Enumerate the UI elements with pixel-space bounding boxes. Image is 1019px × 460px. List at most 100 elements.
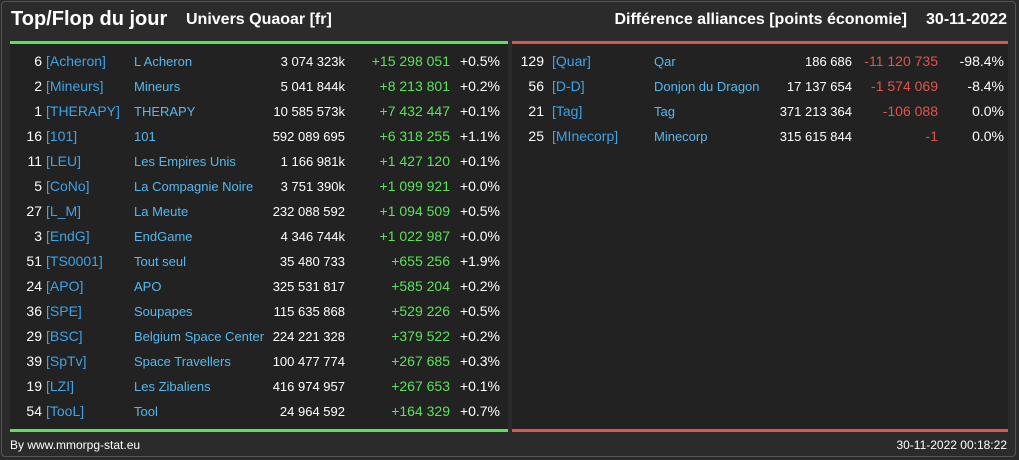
alliance-rank: 5 bbox=[34, 178, 42, 194]
alliance-tag[interactable]: [APO] bbox=[46, 278, 84, 294]
header: Top/Flop du jour Univers Quaoar [fr] Dif… bbox=[0, 0, 1019, 40]
alliance-diff: +7 432 447 bbox=[379, 103, 450, 119]
alliance-points: 224 221 328 bbox=[272, 329, 345, 344]
alliance-pct: +0.2% bbox=[459, 328, 500, 344]
alliance-pct: +0.3% bbox=[459, 353, 500, 369]
top-row: 3 [EndG] EndGame 4 346 744k +1 022 987 +0.0% bbox=[10, 224, 508, 249]
alliance-name[interactable]: Tout seul bbox=[134, 254, 187, 269]
alliance-name[interactable]: Qar bbox=[654, 54, 676, 69]
alliance-diff: +164 329 bbox=[391, 403, 450, 419]
alliance-points: 592 089 695 bbox=[272, 129, 345, 144]
alliance-pct: +0.2% bbox=[459, 278, 500, 294]
alliance-name[interactable]: Tool bbox=[134, 404, 158, 419]
alliance-tag[interactable]: [LEU] bbox=[46, 153, 82, 169]
alliance-tag[interactable]: [THERAPY] bbox=[46, 103, 120, 119]
alliance-points: 315 615 844 bbox=[779, 129, 852, 144]
alliance-rank: 16 bbox=[26, 128, 42, 144]
alliance-tag[interactable]: [Acheron] bbox=[46, 53, 106, 69]
flop-row: 21 [Tag] Tag 371 213 364 -106 088 0.0% bbox=[512, 99, 1008, 124]
alliance-diff: +1 094 509 bbox=[379, 203, 450, 219]
alliance-tag[interactable]: [101] bbox=[46, 128, 78, 144]
alliance-rank: 11 bbox=[27, 153, 42, 169]
header-date: 30-11-2022 bbox=[926, 11, 1007, 28]
alliance-tag[interactable]: [LZI] bbox=[46, 378, 75, 394]
alliance-name[interactable]: Space Travellers bbox=[134, 354, 231, 369]
alliance-rank: 36 bbox=[26, 303, 42, 319]
alliance-rank: 54 bbox=[26, 403, 42, 419]
alliance-diff: -1 574 069 bbox=[871, 78, 938, 94]
alliance-name[interactable]: La Compagnie Noire bbox=[134, 179, 254, 194]
alliance-points: 232 088 592 bbox=[272, 204, 345, 219]
alliance-tag[interactable]: [L_M] bbox=[46, 203, 82, 219]
alliance-tag[interactable]: [CoNo] bbox=[46, 178, 90, 194]
alliance-tag[interactable]: [MInecorp] bbox=[552, 128, 619, 144]
alliance-name[interactable]: APO bbox=[134, 279, 162, 294]
alliance-diff: -11 120 735 bbox=[864, 53, 938, 69]
alliance-diff: +8 213 801 bbox=[379, 78, 450, 94]
footer-source[interactable]: By www.mmorpg-stat.eu bbox=[10, 438, 141, 452]
alliance-name[interactable]: Mineurs bbox=[134, 79, 181, 94]
alliance-rank: 39 bbox=[26, 353, 42, 369]
flop-panel: 129 [Quar] Qar 186 686 -11 120 735 -98.4% 56 [D… bbox=[512, 41, 1008, 432]
alliance-rank: 29 bbox=[26, 328, 42, 344]
alliance-name[interactable]: Donjon du Dragon bbox=[654, 79, 760, 94]
top-row: 51 [TS0001] Tout seul 35 480 733 +655 256 +1.… bbox=[10, 249, 508, 274]
alliance-pct: -8.4% bbox=[967, 78, 1004, 94]
alliance-name[interactable]: Les Empires Unis bbox=[134, 154, 236, 169]
alliance-diff: -1 bbox=[925, 128, 938, 144]
alliance-tag[interactable]: [Quar] bbox=[552, 53, 591, 69]
alliance-points: 416 974 957 bbox=[272, 379, 345, 394]
alliance-pct: +0.0% bbox=[459, 228, 500, 244]
alliance-rank: 129 bbox=[520, 53, 544, 69]
alliance-pct: +0.7% bbox=[459, 403, 500, 419]
top-row: 2 [Mineurs] Mineurs 5 041 844k +8 213 801 +0.… bbox=[10, 74, 508, 99]
alliance-points: 3 074 323k bbox=[280, 54, 345, 69]
alliance-rank: 1 bbox=[34, 103, 42, 119]
alliance-pct: +0.1% bbox=[459, 153, 500, 169]
alliance-pct: +1.9% bbox=[459, 253, 500, 269]
alliance-tag[interactable]: [BSC] bbox=[46, 328, 83, 344]
alliance-name[interactable]: Soupapes bbox=[134, 304, 193, 319]
alliance-name[interactable]: Les Zibaliens bbox=[134, 379, 211, 394]
alliance-tag[interactable]: [TooL] bbox=[46, 403, 85, 419]
top-row: 6 [Acheron] L Acheron 3 074 323k +15 298 051… bbox=[10, 49, 508, 74]
alliance-points: 4 346 744k bbox=[280, 229, 345, 244]
alliance-diff: +6 318 255 bbox=[379, 128, 450, 144]
flop-row: 25 [MInecorp] Minecorp 315 615 844 -1 0.0% bbox=[512, 124, 1008, 149]
alliance-name[interactable]: 101 bbox=[134, 129, 156, 144]
alliance-tag[interactable]: [TS0001] bbox=[46, 253, 103, 269]
top-row: 27 [L_M] La Meute 232 088 592 +1 094 509 +0.5… bbox=[10, 199, 508, 224]
alliance-rank: 56 bbox=[528, 78, 544, 94]
top-row: 39 [SpTv] Space Travellers 100 477 774 +267 … bbox=[10, 349, 508, 374]
alliance-name[interactable]: Minecorp bbox=[654, 129, 708, 144]
alliance-rank: 21 bbox=[528, 103, 544, 119]
alliance-diff: +655 256 bbox=[391, 253, 450, 269]
alliance-name[interactable]: Tag bbox=[654, 104, 675, 119]
top-row: 29 [BSC] Belgium Space Center 224 221 328 +3… bbox=[10, 324, 508, 349]
alliance-tag[interactable]: [Mineurs] bbox=[46, 78, 104, 94]
top-row: 11 [LEU] Les Empires Unis 1 166 981k +1 427 … bbox=[10, 149, 508, 174]
alliance-points: 35 480 733 bbox=[279, 254, 345, 269]
alliance-points: 17 137 654 bbox=[786, 79, 852, 94]
alliance-tag[interactable]: [Tag] bbox=[552, 103, 583, 119]
top-row: 1 [THERAPY] THERAPY 10 585 573k +7 432 447 +0… bbox=[10, 99, 508, 124]
alliance-tag[interactable]: [D-D] bbox=[552, 78, 585, 94]
alliance-rank: 24 bbox=[26, 278, 42, 294]
alliance-name[interactable]: L Acheron bbox=[134, 54, 193, 69]
alliance-pct: +0.1% bbox=[459, 378, 500, 394]
alliance-points: 371 213 364 bbox=[779, 104, 852, 119]
alliance-tag[interactable]: [SPE] bbox=[46, 303, 82, 319]
footer-timestamp: 30-11-2022 00:18:22 bbox=[896, 438, 1007, 452]
alliance-rank: 25 bbox=[528, 128, 544, 144]
alliance-pct: +0.5% bbox=[459, 203, 500, 219]
alliance-name[interactable]: La Meute bbox=[134, 204, 189, 219]
alliance-tag[interactable]: [SpTv] bbox=[46, 353, 87, 369]
top-row: 16 [101] 101 592 089 695 +6 318 255 +1.1% bbox=[10, 124, 508, 149]
alliance-name[interactable]: THERAPY bbox=[134, 104, 196, 119]
alliance-name[interactable]: Belgium Space Center bbox=[134, 329, 265, 344]
universe-label: Univers Quaoar [fr] bbox=[186, 11, 332, 28]
alliance-points: 5 041 844k bbox=[280, 79, 345, 94]
alliance-rank: 3 bbox=[34, 228, 42, 244]
alliance-name[interactable]: EndGame bbox=[134, 229, 193, 244]
alliance-tag[interactable]: [EndG] bbox=[46, 228, 90, 244]
